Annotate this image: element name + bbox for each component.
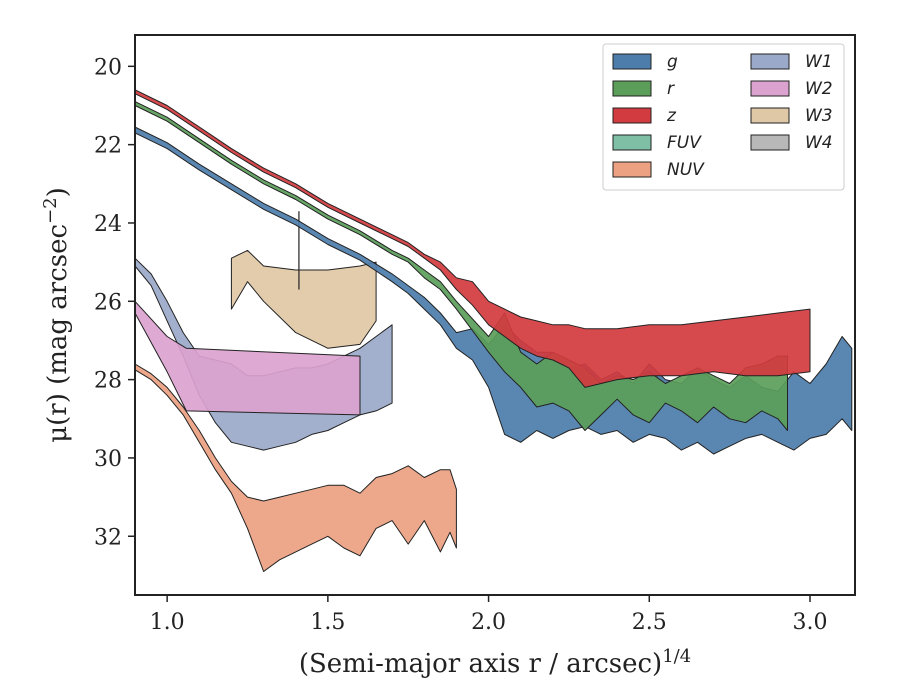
legend-swatch-r — [612, 80, 652, 97]
legend-label-nuv: NUV — [667, 160, 705, 180]
legend-label-w2: W2 — [805, 79, 833, 99]
plot-frame — [134, 34, 856, 596]
x-axis-label: (Semi-major axis r / arcsec)1/4 — [299, 646, 691, 679]
y-tick-label: 24 — [94, 212, 122, 237]
band-z — [134, 89, 811, 388]
legend-swatch-w2 — [750, 80, 790, 97]
x-tick-label: 1.0 — [150, 610, 185, 635]
band-w2 — [134, 300, 361, 416]
y-tick-label: 26 — [94, 290, 122, 315]
y-tick-label: 20 — [94, 55, 122, 80]
y-tick-label: 22 — [94, 134, 122, 159]
legend-label-w1: W1 — [805, 52, 833, 72]
x-tick-label: 2.0 — [471, 610, 506, 635]
legend-label-g: g — [667, 52, 678, 72]
legend-swatch-nuv — [612, 161, 652, 178]
legend-swatch-w4 — [750, 134, 790, 151]
legend-label-w3: W3 — [805, 106, 833, 126]
y-tick-label: 28 — [94, 369, 122, 394]
x-tick-label: 1.5 — [310, 610, 345, 635]
band-r — [134, 101, 788, 431]
x-tick-label: 2.5 — [632, 610, 667, 635]
y-tick-label: 30 — [94, 447, 122, 472]
legend-swatch-fuv — [612, 134, 652, 151]
legend-label-w4: W4 — [805, 133, 833, 153]
legend-label-r: r — [667, 79, 675, 99]
profile-bands — [134, 89, 853, 572]
legend-swatch-g — [612, 53, 652, 70]
legend-swatch-z — [612, 107, 652, 124]
band-w3 — [230, 249, 377, 349]
x-tick-label: 3.0 — [793, 610, 828, 635]
y-tick-label: 32 — [94, 525, 122, 550]
x-axis-ticks: 1.0 1.5 2.0 2.5 3.0 — [150, 595, 828, 635]
legend-label-fuv: FUV — [667, 133, 702, 153]
legend-swatch-w1 — [750, 53, 790, 70]
y-axis-label: μ(r) (mag arcsec−2) — [40, 187, 73, 443]
legend-swatch-w3 — [750, 107, 790, 124]
legend-label-z: z — [666, 106, 677, 126]
y-axis-ticks: 20 22 24 26 28 30 32 — [94, 55, 135, 550]
legend: grz FUV NUV W1 W2 W3 W4 — [602, 43, 845, 191]
band-nuv — [134, 363, 457, 572]
